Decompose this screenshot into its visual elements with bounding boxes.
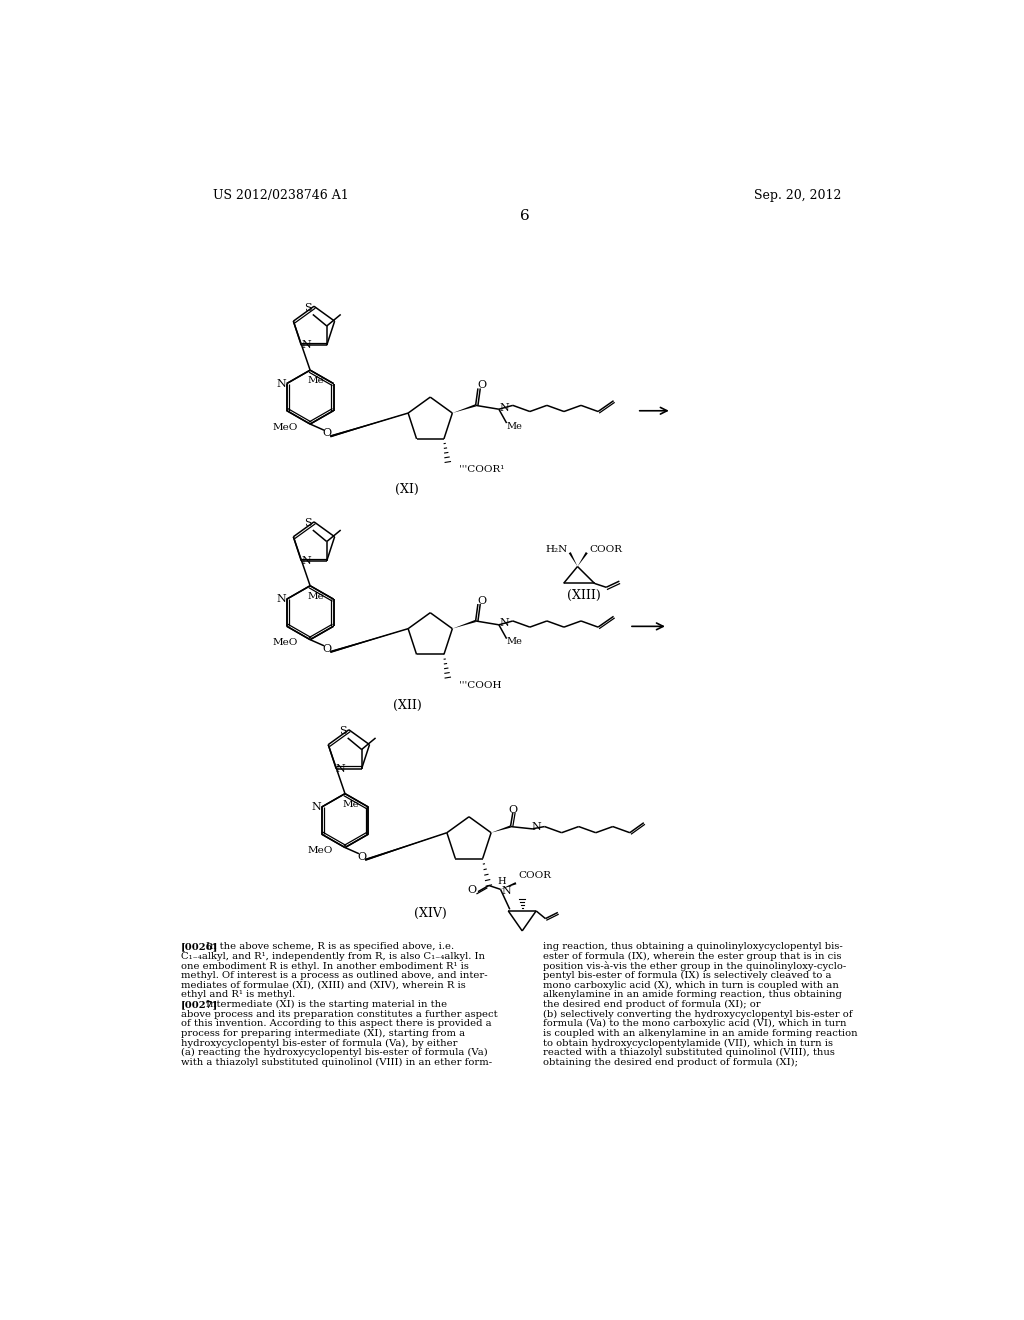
Text: obtaining the desired end product of formula (XI);: obtaining the desired end product of for… bbox=[543, 1057, 798, 1067]
Text: '''COOR¹: '''COOR¹ bbox=[460, 465, 505, 474]
Text: ing reaction, thus obtaining a quinolinyloxycyclopentyl bis-: ing reaction, thus obtaining a quinoliny… bbox=[543, 942, 843, 952]
Text: C₁₋₄alkyl, and R¹, independently from R, is also C₁₋₄alkyl. In: C₁₋₄alkyl, and R¹, independently from R,… bbox=[180, 952, 484, 961]
Text: S: S bbox=[339, 726, 346, 737]
Text: N: N bbox=[500, 618, 509, 628]
Text: the desired end product of formula (XI); or: the desired end product of formula (XI);… bbox=[543, 1001, 760, 1008]
Text: is coupled with an alkenylamine in an amide forming reaction: is coupled with an alkenylamine in an am… bbox=[543, 1028, 857, 1038]
Text: O: O bbox=[477, 380, 486, 391]
Text: COOR: COOR bbox=[518, 871, 551, 880]
Text: COOR: COOR bbox=[589, 545, 623, 554]
Text: pentyl bis-ester of formula (IX) is selectively cleaved to a: pentyl bis-ester of formula (IX) is sele… bbox=[543, 972, 831, 981]
Text: (XIV): (XIV) bbox=[414, 907, 446, 920]
Text: (b) selectively converting the hydroxycyclopentyl bis-ester of: (b) selectively converting the hydroxycy… bbox=[543, 1010, 852, 1019]
Text: O: O bbox=[477, 595, 486, 606]
Text: [0027]: [0027] bbox=[180, 1001, 218, 1008]
Text: Sep. 20, 2012: Sep. 20, 2012 bbox=[754, 189, 841, 202]
Polygon shape bbox=[501, 882, 516, 890]
Polygon shape bbox=[330, 628, 409, 653]
Text: methyl. Of interest is a process as outlined above, and inter-: methyl. Of interest is a process as outl… bbox=[180, 972, 487, 981]
Text: S: S bbox=[304, 302, 311, 313]
Text: Me: Me bbox=[307, 591, 325, 601]
Text: N: N bbox=[311, 803, 321, 812]
Polygon shape bbox=[578, 552, 588, 566]
Text: (XI): (XI) bbox=[395, 483, 419, 496]
Text: hydroxycyclopentyl bis-ester of formula (Va), by either: hydroxycyclopentyl bis-ester of formula … bbox=[180, 1039, 457, 1048]
Text: O: O bbox=[323, 428, 332, 438]
Text: process for preparing intermediate (XI), starting from a: process for preparing intermediate (XI),… bbox=[180, 1028, 465, 1038]
Text: O: O bbox=[357, 851, 367, 862]
Polygon shape bbox=[453, 620, 476, 628]
Text: Me: Me bbox=[507, 638, 522, 647]
Text: H₂N: H₂N bbox=[546, 545, 568, 554]
Text: (XII): (XII) bbox=[392, 698, 421, 711]
Text: N: N bbox=[531, 822, 542, 833]
Text: ethyl and R¹ is methyl.: ethyl and R¹ is methyl. bbox=[180, 990, 295, 999]
Text: N: N bbox=[502, 886, 512, 896]
Polygon shape bbox=[453, 404, 476, 413]
Text: O: O bbox=[467, 886, 476, 895]
Text: MeO: MeO bbox=[272, 422, 298, 432]
Text: MeO: MeO bbox=[307, 846, 333, 855]
Polygon shape bbox=[330, 413, 409, 437]
Polygon shape bbox=[492, 825, 511, 833]
Text: Me: Me bbox=[307, 376, 325, 385]
Polygon shape bbox=[365, 833, 446, 861]
Text: alkenylamine in an amide forming reaction, thus obtaining: alkenylamine in an amide forming reactio… bbox=[543, 990, 842, 999]
Text: N: N bbox=[336, 764, 346, 774]
Text: N: N bbox=[301, 556, 310, 566]
Text: O: O bbox=[508, 805, 517, 814]
Text: ester of formula (IX), wherein the ester group that is in cis: ester of formula (IX), wherein the ester… bbox=[543, 952, 841, 961]
Text: N: N bbox=[276, 379, 286, 388]
Text: mediates of formulae (XI), (XIII) and (XIV), wherein R is: mediates of formulae (XI), (XIII) and (X… bbox=[180, 981, 466, 990]
Text: position vis-à-vis the ether group in the quinolinyloxy-cyclo-: position vis-à-vis the ether group in th… bbox=[543, 961, 846, 972]
Text: Me: Me bbox=[507, 421, 522, 430]
Text: '''COOH: '''COOH bbox=[460, 681, 502, 690]
Text: 6: 6 bbox=[520, 209, 529, 223]
Text: Me: Me bbox=[342, 800, 359, 809]
Polygon shape bbox=[568, 552, 578, 566]
Text: In the above scheme, R is as specified above, i.e.: In the above scheme, R is as specified a… bbox=[207, 942, 455, 952]
Text: US 2012/0238746 A1: US 2012/0238746 A1 bbox=[213, 189, 349, 202]
Text: N: N bbox=[301, 341, 310, 350]
Text: formula (Va) to the mono carboxylic acid (VI), which in turn: formula (Va) to the mono carboxylic acid… bbox=[543, 1019, 846, 1028]
Text: reacted with a thiazolyl substituted quinolinol (VIII), thus: reacted with a thiazolyl substituted qui… bbox=[543, 1048, 835, 1057]
Text: (XIII): (XIII) bbox=[567, 589, 600, 602]
Text: above process and its preparation constitutes a further aspect: above process and its preparation consti… bbox=[180, 1010, 498, 1019]
Text: one embodiment R is ethyl. In another embodiment R¹ is: one embodiment R is ethyl. In another em… bbox=[180, 961, 469, 970]
Text: S: S bbox=[304, 519, 311, 528]
Text: to obtain hydroxycyclopentylamide (VII), which in turn is: to obtain hydroxycyclopentylamide (VII),… bbox=[543, 1039, 833, 1048]
Text: H: H bbox=[498, 876, 506, 886]
Text: MeO: MeO bbox=[272, 639, 298, 647]
Text: O: O bbox=[323, 644, 332, 653]
Text: Intermediate (XI) is the starting material in the: Intermediate (XI) is the starting materi… bbox=[207, 1001, 447, 1008]
Text: (a) reacting the hydroxycyclopentyl bis-ester of formula (Va): (a) reacting the hydroxycyclopentyl bis-… bbox=[180, 1048, 487, 1057]
Text: with a thiazolyl substituted quinolinol (VIII) in an ether form-: with a thiazolyl substituted quinolinol … bbox=[180, 1057, 492, 1067]
Text: N: N bbox=[500, 403, 509, 413]
Text: [0026]: [0026] bbox=[180, 942, 218, 952]
Text: N: N bbox=[276, 594, 286, 605]
Text: of this invention. According to this aspect there is provided a: of this invention. According to this asp… bbox=[180, 1019, 492, 1028]
Text: mono carboxylic acid (X), which in turn is coupled with an: mono carboxylic acid (X), which in turn … bbox=[543, 981, 839, 990]
